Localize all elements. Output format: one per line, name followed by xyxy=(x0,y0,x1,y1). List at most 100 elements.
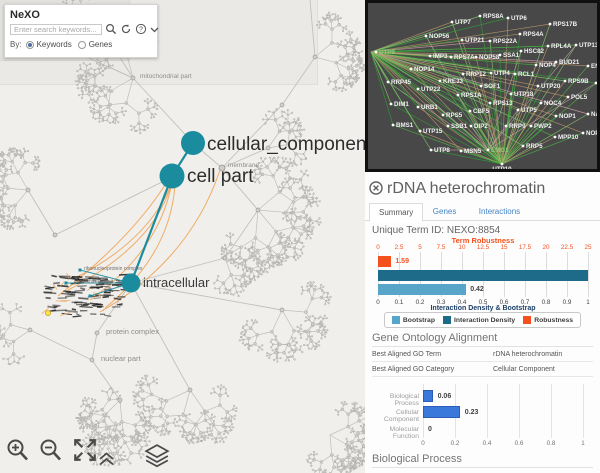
gene-node-UTP6[interactable] xyxy=(506,16,510,20)
zoom-in-button[interactable] xyxy=(6,438,30,469)
collapse-up-button[interactable] xyxy=(98,452,115,472)
help-icon[interactable]: ? xyxy=(135,23,147,35)
collapse-chevron-icon[interactable] xyxy=(150,25,159,34)
tree-label-cell-part[interactable]: cell part xyxy=(187,166,254,187)
tree-label-mitochondrial-part[interactable]: mitochondrial part xyxy=(140,73,192,80)
gene-node-NOP14[interactable] xyxy=(409,67,413,71)
gene-node-RPS4A[interactable] xyxy=(518,32,522,36)
gene-node-HSC82[interactable] xyxy=(519,49,523,53)
gene-node-NOC4[interactable] xyxy=(539,101,543,105)
radio-keywords[interactable]: Keywords xyxy=(25,40,72,49)
gene-node-UTP10[interactable] xyxy=(500,162,504,166)
gene-node-IMP3[interactable] xyxy=(428,54,432,58)
gene-node-NOP1[interactable] xyxy=(554,114,558,118)
top-tick: 10 xyxy=(458,244,466,251)
gene-node-RPS13[interactable] xyxy=(488,101,492,105)
gene-label-BUD21: BUD21 xyxy=(559,59,580,66)
gene-node-SOF1[interactable] xyxy=(479,84,483,88)
gene-node-RPS7A[interactable] xyxy=(449,55,453,59)
gene-node-RPS5[interactable] xyxy=(441,113,445,117)
gene-node-NOP6[interactable] xyxy=(581,131,585,135)
tree-label-membrane[interactable]: membrane xyxy=(228,162,260,169)
gene-node-RRP12[interactable] xyxy=(461,72,465,76)
ontology-canvas[interactable]: mitochondrial part membrane cellular_compo… xyxy=(0,0,365,473)
gene-node-RPS1A[interactable] xyxy=(456,93,460,97)
gene-node-SSA1[interactable] xyxy=(498,53,502,57)
gene-node-DIP2[interactable] xyxy=(469,124,473,128)
gene-node-MPP10[interactable] xyxy=(553,135,557,139)
gene-node-KRR1[interactable] xyxy=(594,81,597,85)
gene-node-EMG1[interactable] xyxy=(486,148,490,152)
gene-node-UTP4[interactable] xyxy=(489,71,493,75)
gene-node-UTP15[interactable] xyxy=(418,129,422,133)
gene-node-UTP8[interactable] xyxy=(429,148,433,152)
gene-node-ENP1[interactable] xyxy=(586,64,590,68)
term-node[interactable] xyxy=(181,131,205,155)
tree-label-ribonucleoprotein-complex[interactable]: ribonucleoprotein complex xyxy=(84,266,143,272)
bottom-tick: 0.8 xyxy=(541,299,551,306)
fit-to-screen-button[interactable] xyxy=(72,437,98,468)
gene-node-UTP9[interactable] xyxy=(374,50,378,54)
gene-node-RPS8A[interactable] xyxy=(478,14,482,18)
top-tick: 12.5 xyxy=(476,244,490,251)
gene-node-BMS1[interactable] xyxy=(391,123,395,127)
gene-node-CBF5[interactable] xyxy=(468,109,472,113)
tree-label-protein-complex[interactable]: protein complex xyxy=(106,327,159,336)
tab-summary[interactable]: Summary xyxy=(369,203,424,222)
tab-interactions[interactable]: Interactions xyxy=(478,207,521,216)
gene-node-RPS17B[interactable] xyxy=(548,22,552,26)
top-tick: 0 xyxy=(376,244,380,251)
layers-button[interactable] xyxy=(144,444,170,473)
gene-node-SSB1[interactable] xyxy=(446,124,450,128)
search-icon[interactable] xyxy=(105,23,117,35)
search-input[interactable] xyxy=(10,23,102,35)
gene-node-UTP22[interactable] xyxy=(416,87,420,91)
gene-node-RPS9B[interactable] xyxy=(563,79,567,83)
gene-node-RPL4A[interactable] xyxy=(546,44,550,48)
gene-node-KRE33[interactable] xyxy=(438,79,442,83)
gene-node-NAN1[interactable] xyxy=(586,112,590,116)
close-icon[interactable] xyxy=(369,181,383,200)
bottom-axis-label: Interaction Density & Bootstrap xyxy=(430,305,536,312)
gene-node-UTP18[interactable] xyxy=(509,92,513,96)
tree-label-ribosomal-subunit[interactable]: ribosomal subunit xyxy=(74,279,114,285)
top-tick: 25 xyxy=(584,244,592,251)
gene-node-POL5[interactable] xyxy=(566,95,570,99)
go-bar-value: 0.06 xyxy=(437,393,452,400)
tab-genes[interactable]: Genes xyxy=(432,207,457,216)
gene-node-DIM1[interactable] xyxy=(389,102,393,106)
tree-label-cellular-component[interactable]: cellular_component xyxy=(207,134,365,155)
gene-node-NOP56[interactable] xyxy=(424,34,428,38)
gene-node-NOP58[interactable] xyxy=(474,55,478,59)
gene-node-UTP13[interactable] xyxy=(574,43,578,47)
gene-node-BUD21[interactable] xyxy=(554,60,558,64)
gene-label-UTP9: UTP9 xyxy=(379,49,395,56)
gene-node-RRP45[interactable] xyxy=(386,80,390,84)
term-node[interactable] xyxy=(121,273,141,293)
gene-node-PWP2[interactable] xyxy=(529,124,533,128)
gene-node-RCL1[interactable] xyxy=(513,72,517,76)
bar-interaction-density xyxy=(378,270,588,281)
gene-node-URB1[interactable] xyxy=(416,105,420,109)
gene-node-NOP4[interactable] xyxy=(534,63,538,67)
refresh-icon[interactable] xyxy=(120,23,132,35)
gene-node-UTP5[interactable] xyxy=(516,108,520,112)
radio-genes[interactable]: Genes xyxy=(77,40,112,49)
bottom-tick: 0 xyxy=(376,299,380,306)
top-tick: 17.5 xyxy=(518,244,532,251)
gene-node-UTP21[interactable] xyxy=(460,38,464,42)
gene-node-UTP20[interactable] xyxy=(536,84,540,88)
gene-node-RRP9[interactable] xyxy=(504,124,508,128)
zoom-out-button[interactable] xyxy=(39,438,63,469)
gene-node-RPS22A[interactable] xyxy=(488,39,492,43)
tree-label-intracellular[interactable]: intracellular xyxy=(143,275,210,290)
term-node[interactable] xyxy=(159,163,185,189)
gene-label-NAN1: NAN1 xyxy=(591,111,597,118)
gene-label-RPS5: RPS5 xyxy=(446,112,463,119)
gene-node-RRP5[interactable] xyxy=(521,144,525,148)
tree-label-nuclear-part[interactable]: nuclear part xyxy=(101,354,141,363)
top-tick: 20 xyxy=(542,244,550,251)
gene-subnetwork-panel[interactable]: UTP9 UTP7 RPS8A UTP6 RPS17B NOP56 UTP21 RPS22A R… xyxy=(365,0,600,172)
gene-node-MSN5[interactable] xyxy=(459,149,463,153)
gene-node-UTP7[interactable] xyxy=(450,20,454,24)
